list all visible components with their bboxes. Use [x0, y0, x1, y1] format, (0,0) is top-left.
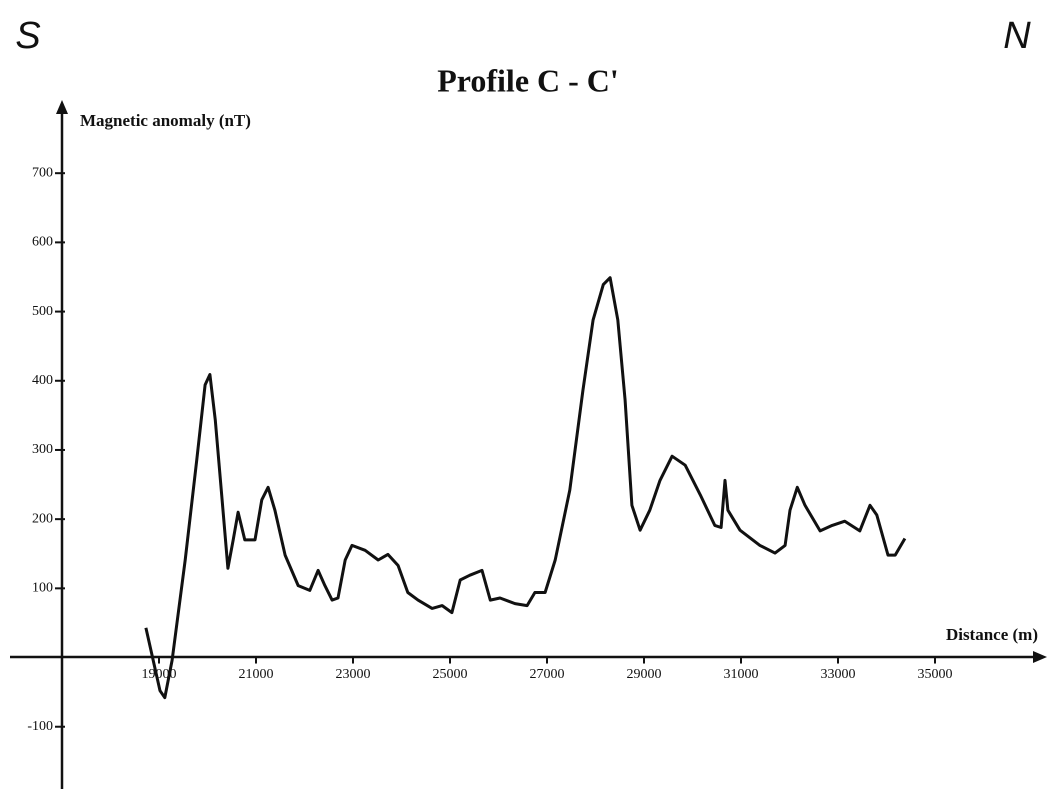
y-axis-label: Magnetic anomaly (nT): [80, 111, 251, 130]
direction-label: S: [15, 15, 40, 57]
x-tick-label: 33000: [821, 667, 856, 682]
y-tick-label: 600: [32, 235, 53, 250]
x-axis-arrow: [1033, 651, 1047, 663]
y-tick-label: -100: [27, 719, 53, 734]
x-tick-label: 31000: [724, 667, 759, 682]
y-tick-label: 500: [32, 304, 53, 319]
data-line: [144, 276, 907, 700]
y-axis-arrow: [56, 100, 68, 114]
y-tick-label: 400: [32, 373, 53, 388]
x-axis-label: Distance (m): [946, 625, 1038, 644]
x-tick-label: 27000: [530, 667, 565, 682]
y-tick-label: 300: [32, 442, 53, 457]
x-tick-label: 23000: [336, 667, 371, 682]
direction-label: N: [1003, 15, 1031, 57]
x-tick-label: 29000: [627, 667, 662, 682]
y-tick-label: 200: [32, 511, 53, 526]
y-tick-label: 100: [32, 581, 53, 596]
x-tick-label: 35000: [918, 667, 953, 682]
y-tick-label: 700: [32, 165, 53, 180]
chart-title: Profile C - C': [437, 62, 619, 98]
x-tick-label: 21000: [239, 667, 274, 682]
x-tick-label: 25000: [433, 667, 468, 682]
